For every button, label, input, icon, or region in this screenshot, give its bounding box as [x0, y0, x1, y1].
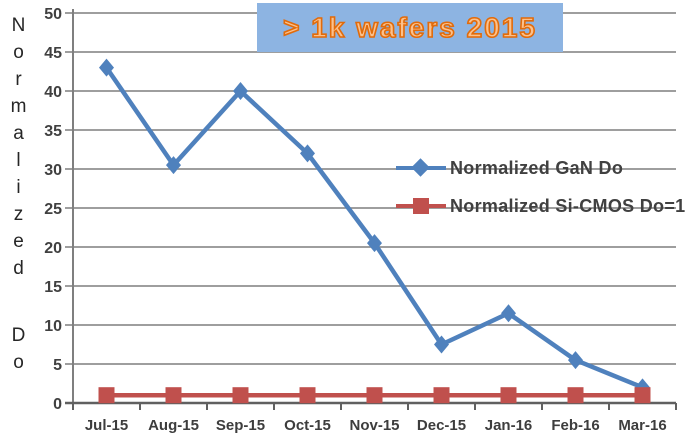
svg-text:Jul-15: Jul-15	[85, 417, 128, 434]
svg-text:Jan-16: Jan-16	[485, 417, 533, 434]
svg-text:25: 25	[44, 201, 62, 218]
svg-text:40: 40	[44, 84, 62, 101]
svg-text:Feb-16: Feb-16	[551, 417, 599, 434]
svg-text:Mar-16: Mar-16	[618, 417, 666, 434]
svg-text:0: 0	[53, 396, 62, 413]
legend-item-gan: Normalized GaN Do	[396, 158, 623, 178]
legend-item-sicmos: Normalized Si-CMOS Do=1	[396, 196, 685, 216]
svg-text:Oct-15: Oct-15	[284, 417, 331, 434]
svg-text:15: 15	[44, 279, 62, 296]
svg-text:10: 10	[44, 318, 62, 335]
diamond-marker-icon	[396, 158, 446, 178]
svg-text:Nov-15: Nov-15	[349, 417, 399, 434]
banner-callout: > 1k wafers 2015	[257, 3, 563, 52]
legend-label-gan: Normalized GaN Do	[450, 157, 624, 178]
svg-text:20: 20	[44, 240, 62, 257]
svg-text:45: 45	[44, 45, 62, 62]
svg-text:30: 30	[44, 162, 62, 179]
svg-text:5: 5	[53, 357, 62, 374]
svg-text:Dec-15: Dec-15	[417, 417, 466, 434]
svg-text:50: 50	[44, 6, 62, 23]
svg-text:Aug-15: Aug-15	[148, 417, 199, 434]
svg-text:35: 35	[44, 123, 62, 140]
square-marker-icon	[396, 196, 446, 216]
legend-label-sicmos: Normalized Si-CMOS Do=1	[450, 195, 686, 216]
svg-text:Sep-15: Sep-15	[216, 417, 265, 434]
banner-text: > 1k wafers 2015	[282, 11, 537, 44]
